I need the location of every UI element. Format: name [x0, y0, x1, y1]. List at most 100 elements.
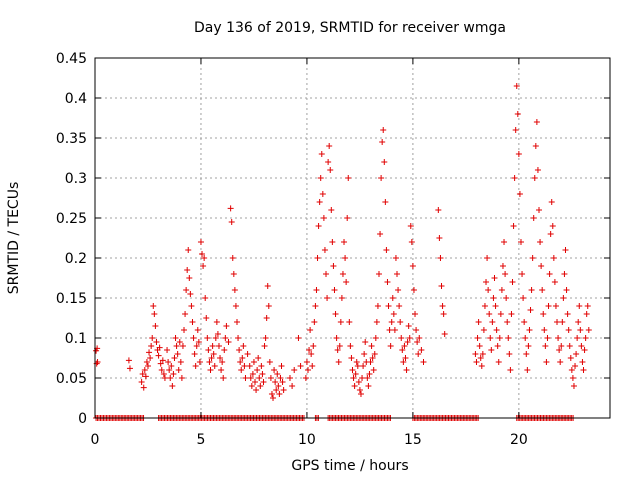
data-point [125, 357, 132, 364]
data-point [257, 383, 264, 389]
data-point [190, 335, 197, 341]
data-point [543, 359, 550, 365]
data-point [260, 379, 267, 385]
data-point [265, 303, 272, 309]
data-point [415, 351, 422, 357]
data-point [223, 323, 230, 329]
data-point [563, 287, 570, 293]
data-point [329, 239, 336, 245]
data-point [353, 359, 360, 365]
data-point [522, 335, 529, 341]
data-point [564, 311, 571, 317]
data-point [252, 379, 259, 385]
data-point [377, 231, 384, 237]
data-point [271, 367, 278, 373]
data-point [126, 365, 133, 372]
data-point [192, 363, 199, 369]
data-point [554, 319, 561, 325]
data-point [336, 343, 343, 349]
x-tick-label: 0 [91, 432, 100, 448]
data-point [235, 335, 242, 341]
data-point [409, 263, 416, 269]
data-point [166, 367, 173, 373]
data-point [302, 375, 309, 381]
data-point [237, 359, 244, 365]
data-point [275, 383, 282, 389]
data-point [540, 311, 547, 317]
data-point [218, 367, 225, 373]
data-point [278, 363, 285, 369]
data-point [388, 319, 395, 325]
data-point [544, 335, 551, 341]
data-point [359, 375, 366, 381]
data-point [326, 143, 333, 149]
data-point [164, 347, 171, 353]
data-point [274, 371, 281, 377]
data-point [397, 319, 404, 325]
x-tick-label: 20 [510, 432, 528, 448]
data-point [370, 367, 377, 373]
data-point [503, 295, 510, 301]
data-point [187, 291, 194, 297]
data-point [168, 363, 175, 369]
data-point [328, 207, 335, 213]
data-point [248, 383, 255, 389]
data-point [526, 327, 533, 333]
data-point [189, 319, 196, 325]
data-point [529, 255, 536, 261]
data-point [194, 327, 201, 333]
data-point [172, 335, 179, 341]
data-point [253, 387, 260, 393]
data-point [268, 391, 275, 397]
data-point [515, 151, 522, 157]
data-point [551, 279, 558, 285]
data-point [266, 359, 273, 365]
data-point [557, 359, 564, 365]
data-point [534, 167, 541, 173]
data-point [402, 355, 409, 361]
data-point [369, 355, 376, 361]
y-tick-labels: 0 0.05 0.1 0.15 0.2 0.25 0.3 0.35 0.4 0.45 [56, 51, 87, 427]
data-point [203, 315, 210, 321]
data-point [291, 367, 298, 373]
data-point [208, 355, 215, 361]
data-point [474, 335, 481, 341]
data-point [573, 351, 580, 357]
data-point [517, 239, 524, 245]
data-point [209, 343, 216, 349]
data-point [183, 287, 190, 293]
data-point [488, 347, 495, 353]
data-point [493, 327, 500, 333]
data-point [510, 223, 517, 229]
data-point [486, 311, 493, 317]
data-point [378, 175, 385, 181]
x-tick-labels: 0 5 10 15 20 [91, 432, 528, 448]
data-point [555, 335, 562, 341]
data-point [499, 263, 506, 269]
data-point [509, 279, 516, 285]
data-point [365, 383, 372, 389]
data-point [188, 303, 195, 309]
data-point [160, 371, 167, 377]
data-point [505, 335, 512, 341]
data-point [191, 351, 198, 357]
grid-lines [95, 58, 610, 418]
data-point [558, 343, 565, 349]
data-point [201, 255, 208, 261]
data-point [304, 367, 311, 373]
data-point [149, 335, 156, 341]
data-point [401, 343, 408, 349]
data-point [580, 367, 587, 373]
data-point [382, 199, 389, 205]
y-tick-label: 0.2 [65, 251, 87, 267]
data-point [264, 283, 271, 289]
data-point [94, 359, 101, 365]
data-point [240, 343, 247, 349]
data-point [153, 339, 160, 345]
x-tick-label: 15 [404, 432, 422, 448]
data-point [199, 251, 206, 257]
data-point [280, 387, 287, 393]
data-point [242, 375, 249, 381]
data-point [550, 255, 557, 261]
